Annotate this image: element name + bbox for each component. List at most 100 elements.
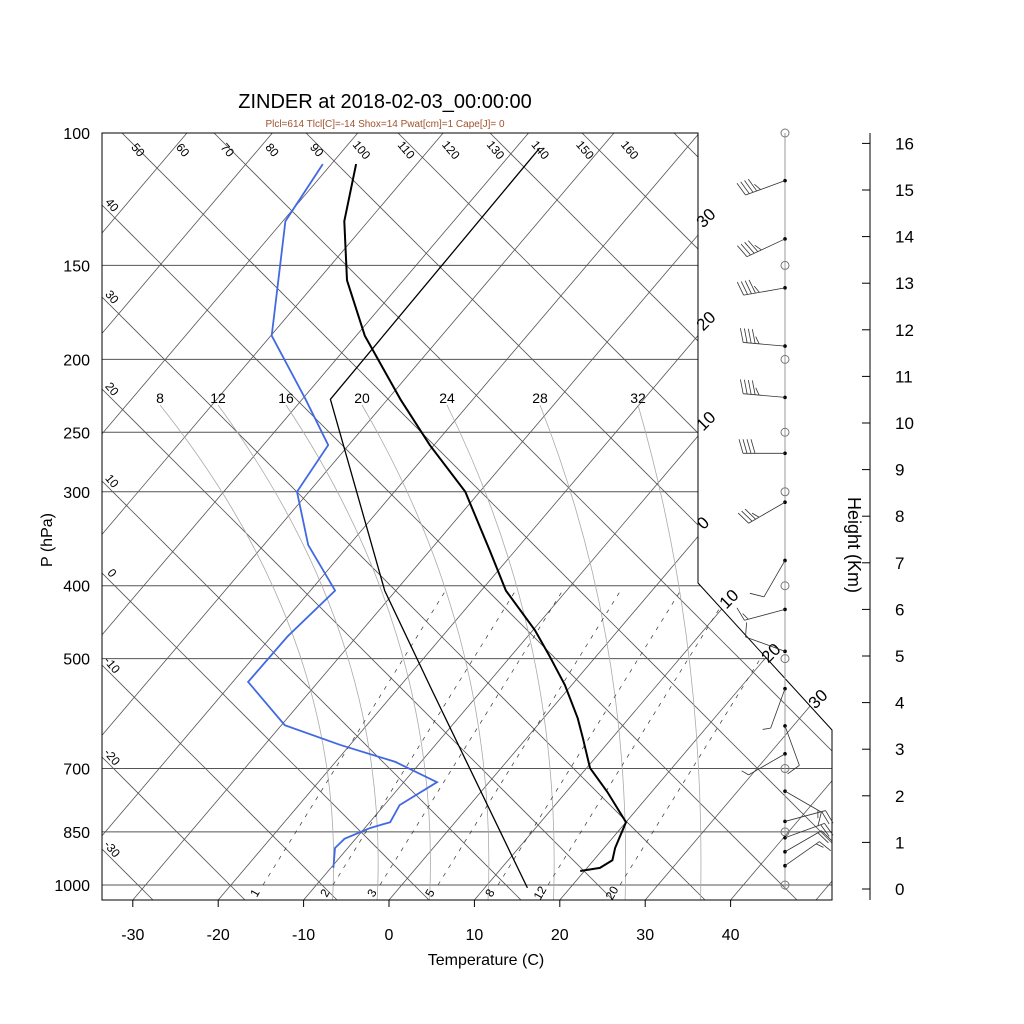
temperature-tick-label: 20 [551, 927, 569, 944]
isotherm-label: 10 [716, 586, 743, 613]
wind-barb [738, 439, 785, 454]
height-tick-label: 2 [895, 787, 904, 806]
wind-barb-staff [743, 287, 786, 296]
wind-barb-staff [784, 841, 820, 867]
wind-barb [745, 622, 786, 652]
isotherm-line [815, 880, 832, 900]
wind-barb-feather [754, 244, 762, 251]
dry-adiabat-line [581, 133, 832, 384]
wind-barb-feather [736, 183, 746, 196]
isotherm-line [474, 479, 832, 900]
height-tick-label: 1 [895, 833, 904, 852]
moist-adiabat-label: 12 [210, 390, 226, 406]
wind-barb-feather [740, 181, 750, 194]
dry-adiabat-line [102, 204, 798, 900]
isotherm-label: 30 [805, 686, 832, 713]
adiabat-top-label: 120 [439, 138, 463, 163]
wind-barb-staff [784, 790, 822, 813]
adiabat-top-label: 100 [350, 138, 374, 163]
moist-adiabat-line [361, 404, 490, 900]
isotherm-label: 0 [693, 513, 713, 533]
dry-adiabat-line [121, 133, 832, 844]
height-tick-label: 15 [895, 181, 914, 200]
height-tick-label: 13 [895, 274, 914, 293]
wind-barb-feather [753, 285, 760, 293]
pressure-tick-label: 1000 [54, 878, 90, 895]
wind-barb-staff [770, 688, 786, 729]
moist-adiabat-label: 28 [532, 390, 548, 406]
wind-barb [784, 830, 833, 853]
wind-barb-feather [742, 613, 749, 620]
wind-barb-staff [743, 393, 786, 398]
adiabat-top-label: 130 [484, 138, 508, 163]
adiabat-left-label: 40 [102, 195, 122, 214]
adiabat-left-label: -10 [101, 654, 123, 677]
pressure-level-marker [780, 354, 790, 364]
wind-barb [784, 822, 834, 839]
wind-barb-staff [744, 609, 786, 621]
wind-barb-feather [755, 387, 760, 396]
wind-barb-feather [762, 727, 771, 730]
temperature-tick-label: 40 [722, 927, 740, 944]
pressure-level-marker [780, 487, 790, 497]
wind-barb [737, 501, 786, 524]
wind-barb-feather [744, 242, 755, 254]
wind-barb [784, 841, 831, 867]
wind-barb-feather [817, 812, 822, 827]
isotherm-line [730, 780, 832, 900]
isotherm-label: 30 [693, 205, 720, 232]
adiabat-left-label: -30 [101, 838, 123, 861]
mixing-ratio-line [619, 589, 804, 886]
dry-adiabat-line [102, 572, 430, 900]
isotherm-line [102, 133, 529, 636]
adiabat-top-label: 70 [218, 140, 238, 159]
adiabat-top-label: 160 [618, 138, 642, 163]
mixing-ratio-line [379, 589, 564, 886]
isotherm-line [644, 679, 832, 900]
mixing-ratio-line [262, 589, 447, 886]
mixing-ratio-label: 1 [247, 886, 263, 899]
wind-barb-feather [820, 824, 830, 837]
wind-barb-feather [740, 243, 751, 256]
adiabat-top-label: 150 [573, 138, 597, 163]
isotherm-line [217, 177, 832, 900]
moist-adiabat-line [285, 404, 431, 900]
adiabat-left-label: 10 [102, 471, 122, 490]
pressure-tick-label: 700 [63, 762, 90, 779]
pressure-level-marker [780, 827, 790, 837]
dry-adiabat-line [397, 133, 832, 568]
pressure-level-marker [780, 581, 790, 591]
wind-barb-staff [784, 822, 825, 839]
wind-barb-feather [737, 245, 748, 257]
background-grid [102, 133, 832, 900]
wind-barb-feather [742, 439, 748, 454]
temperature-curve [343, 163, 628, 872]
pressure-tick-label: 850 [63, 825, 90, 842]
wind-barb-feather [737, 512, 749, 524]
dry-adiabat-line [102, 296, 706, 900]
wind-barb-staff [745, 636, 786, 652]
height-axis-label: Height (Km) [844, 497, 864, 593]
mixing-ratio-label: 8 [482, 886, 498, 899]
dry-adiabat-line [102, 480, 522, 900]
wind-barb-staff [748, 753, 786, 776]
moist-adiabat-label: 24 [439, 390, 455, 406]
wind-barb-staff [748, 501, 786, 524]
temperature-tick-label: 10 [466, 927, 484, 944]
temperature-tick-label: -10 [292, 927, 315, 944]
wind-barb-feather [744, 508, 756, 520]
pressure-tick-label: 400 [63, 579, 90, 596]
wind-barb-staff [784, 810, 826, 822]
isotherm-line [303, 278, 832, 900]
wind-barb-feather [815, 843, 824, 848]
wind-barb-feather [755, 336, 760, 345]
wind-barb-feather [824, 823, 834, 836]
height-tick-label: 10 [895, 414, 914, 433]
wind-barb-feather [754, 184, 761, 190]
profile-curves [246, 147, 628, 889]
height-tick-label: 7 [895, 554, 904, 573]
moist-adiabat-line [539, 404, 627, 900]
wind-barb [737, 238, 786, 258]
